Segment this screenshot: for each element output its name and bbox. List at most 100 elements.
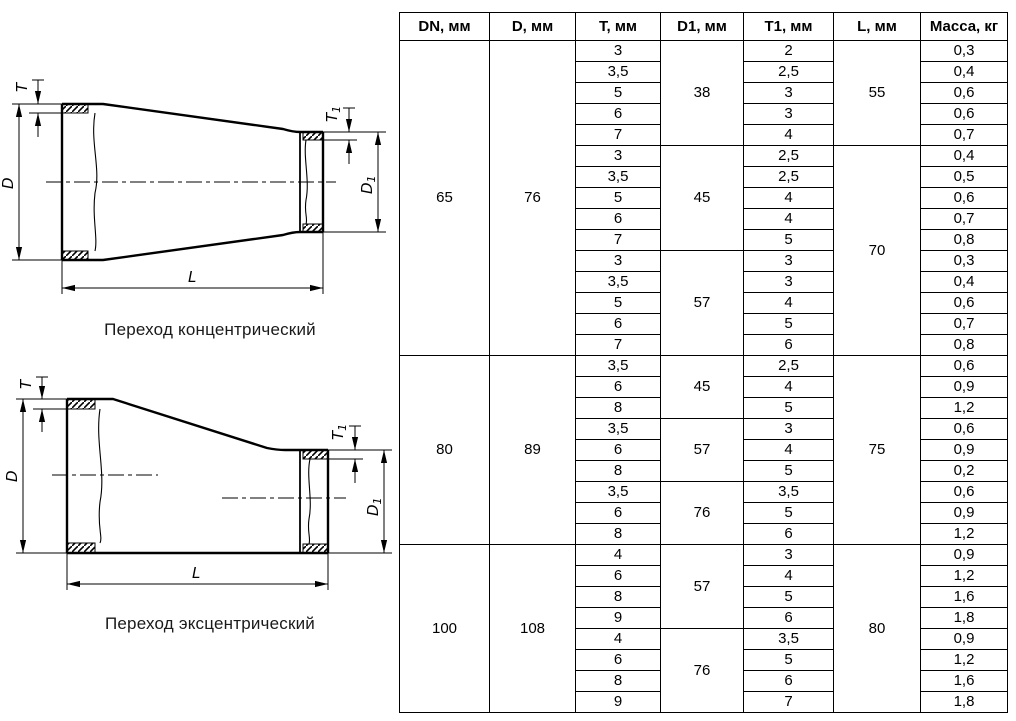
cell-mass: 0,7 (920, 313, 1008, 335)
cell-mass: 1,2 (920, 397, 1008, 419)
cell-mass: 0,6 (920, 418, 1008, 440)
cell-mass: 0,9 (920, 502, 1008, 524)
cell-l: 80 (833, 544, 921, 713)
cell-t: 5 (575, 187, 661, 209)
wall-section-hatch (302, 449, 329, 460)
cell-l: 55 (833, 40, 921, 146)
table-row: 9 7 1,8 (400, 691, 1008, 713)
cell-t: 3,5 (575, 418, 661, 440)
cell-t: 8 (575, 586, 661, 608)
cell-mass: 0,9 (920, 544, 1008, 566)
table-row: 8 5 1,2 (400, 397, 1008, 419)
cell-mass: 0,7 (920, 208, 1008, 230)
eccentric-caption: Переход эксцентрический (104, 614, 315, 633)
wall-section-hatch (302, 131, 324, 141)
dim-label-d1: D1 (364, 497, 384, 516)
cell-mass: 0,6 (920, 103, 1008, 125)
cell-d1: 57 (660, 418, 744, 482)
cell-t1: 3 (743, 418, 834, 440)
break-line (304, 139, 308, 225)
reducer-body-top-edge (67, 397, 328, 452)
table-row: 65 76 3 38 2 55 0,3 (399, 40, 1008, 356)
cell-mass: 1,2 (920, 565, 1008, 587)
table-row: 6 4 1,2 (400, 565, 1008, 587)
table-row: 8 6 1,6 (400, 670, 1008, 692)
dim-label-t: T (17, 378, 35, 389)
cell-t1: 4 (743, 565, 834, 587)
cell-t1: 2,5 (743, 145, 834, 167)
column-header: T1, мм (743, 12, 834, 41)
cell-t: 6 (575, 208, 661, 230)
break-line (98, 408, 103, 544)
break-line (307, 458, 311, 545)
cell-d1: 76 (660, 628, 744, 713)
dim-label-t1: T1 (329, 424, 349, 440)
concentric-caption: Переход концентрический (104, 320, 316, 339)
cell-t: 6 (575, 103, 661, 125)
cell-t: 6 (575, 649, 661, 671)
cell-t: 9 (575, 691, 661, 713)
cell-mass: 1,2 (920, 649, 1008, 671)
cell-t1: 4 (743, 439, 834, 461)
cell-l: 75 (833, 355, 921, 545)
cell-t: 3,5 (575, 271, 661, 293)
cell-t: 8 (575, 523, 661, 545)
cell-dn: 80 (399, 355, 490, 545)
cell-mass: 0,4 (920, 61, 1008, 83)
cell-t: 6 (575, 502, 661, 524)
cell-mass: 1,6 (920, 670, 1008, 692)
cell-mass: 1,8 (920, 607, 1008, 629)
cell-t: 3,5 (575, 355, 661, 377)
cell-mass: 0,6 (920, 82, 1008, 104)
table-row: 7 4 0,7 (400, 124, 1008, 146)
cell-t1: 7 (743, 691, 834, 713)
cell-t1: 5 (743, 649, 834, 671)
cell-mass: 0,2 (920, 460, 1008, 482)
wall-section-hatch (61, 250, 89, 261)
cell-mass: 0,6 (920, 355, 1008, 377)
cell-d: 76 (489, 40, 576, 356)
cell-mass: 0,6 (920, 187, 1008, 209)
cell-mass: 0,9 (920, 628, 1008, 650)
table-row: 3,5 2,5 0,4 (400, 61, 1008, 83)
wall-section-hatch (66, 542, 96, 554)
table-row: 5 4 0,6 (400, 187, 1008, 209)
cell-t: 4 (575, 544, 661, 566)
cell-t1: 6 (743, 607, 834, 629)
cell-t1: 3 (743, 544, 834, 566)
cell-d1: 57 (660, 544, 744, 629)
wall-section-hatch (302, 223, 324, 233)
table-row: 7 6 0,8 (400, 334, 1008, 356)
cell-t: 6 (575, 439, 661, 461)
cell-t: 9 (575, 607, 661, 629)
table-row: 9 6 1,8 (400, 607, 1008, 629)
cell-t1: 3 (743, 103, 834, 125)
cell-t1: 3 (743, 82, 834, 104)
cell-t1: 4 (743, 187, 834, 209)
cell-t1: 6 (743, 523, 834, 545)
column-header: L, мм (833, 12, 921, 41)
cell-t: 6 (575, 313, 661, 335)
concentric-reducer-drawing: D T T1 D1 L (0, 79, 386, 294)
table-row: 6 5 0,7 (400, 313, 1008, 335)
table-row: 80 89 3,5 45 2,5 75 0,6 (399, 355, 1008, 545)
column-header: DN, мм (399, 12, 490, 41)
table-row: 6 5 0,9 (400, 502, 1008, 524)
dim-label-t: T (13, 81, 31, 92)
spec-table-container: DN, мм D, мм T, мм D1, мм T1, мм L, мм Масса, … (399, 12, 1008, 713)
cell-mass: 0,8 (920, 334, 1008, 356)
table-row: 4 76 3,5 0,9 (400, 628, 1008, 713)
table-row: 100 108 4 57 3 80 0,9 (399, 544, 1008, 713)
reducer-body-top-edge (62, 102, 323, 134)
cell-t1: 3,5 (743, 628, 834, 650)
break-line (93, 112, 98, 252)
cell-t1: 5 (743, 460, 834, 482)
cell-mass: 0,4 (920, 145, 1008, 167)
cell-t: 3,5 (575, 481, 661, 503)
cell-d1: 57 (660, 250, 744, 356)
cell-mass: 0,7 (920, 124, 1008, 146)
cell-t: 8 (575, 460, 661, 482)
cell-t: 6 (575, 376, 661, 398)
cell-mass: 0,6 (920, 481, 1008, 503)
cell-t1: 6 (743, 334, 834, 356)
